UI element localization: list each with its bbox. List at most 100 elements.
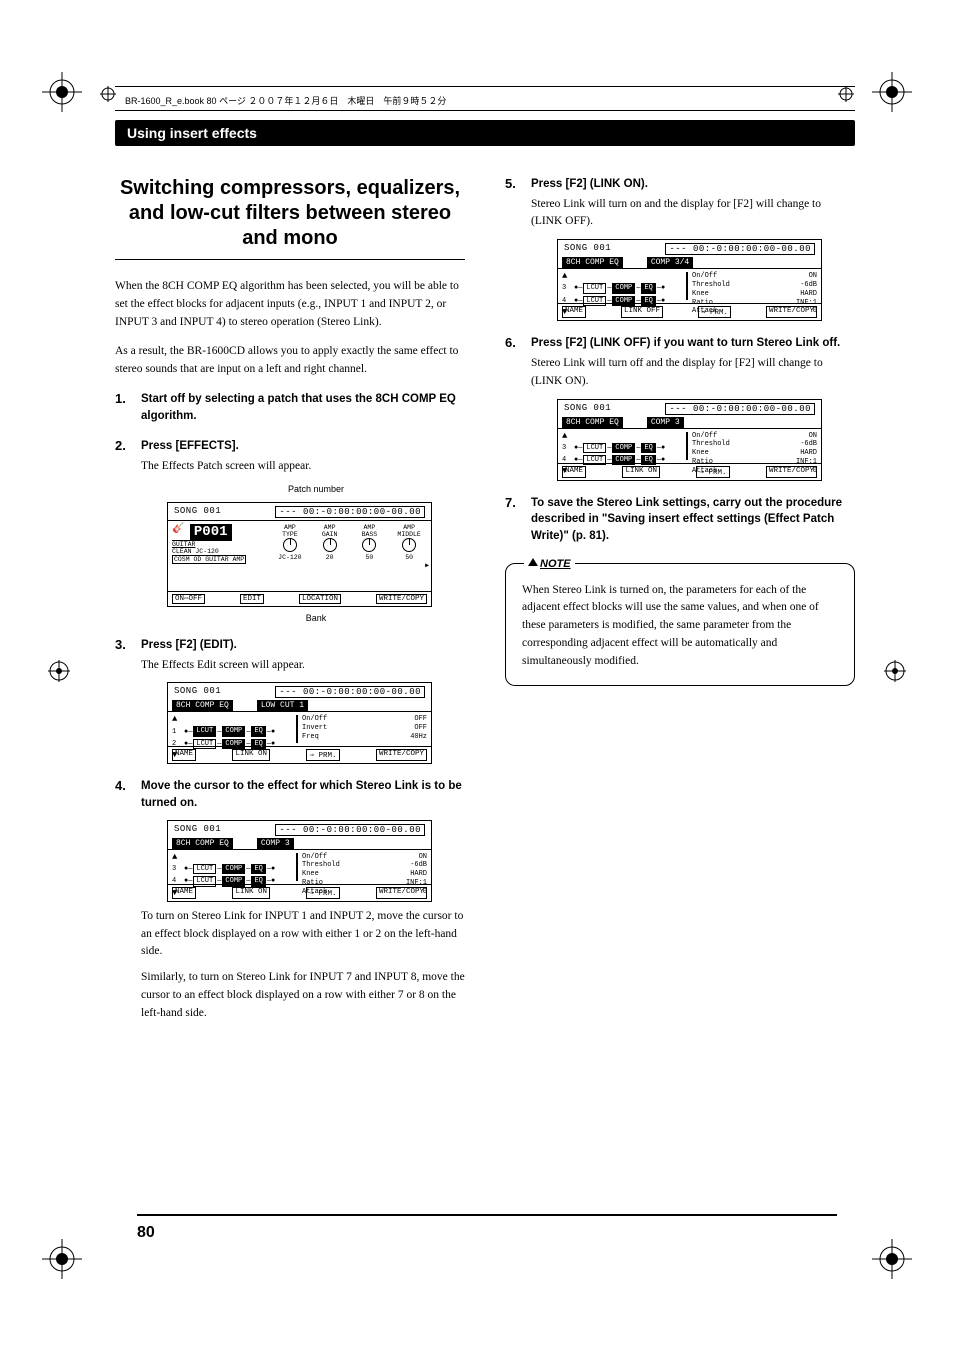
- param-value: ON: [809, 272, 817, 281]
- left-column: Switching compressors, equalizers, and l…: [115, 176, 465, 1037]
- block-comp: COMP: [222, 726, 245, 736]
- step-2: Press [EFFECTS]. The Effects Patch scree…: [115, 438, 465, 622]
- screen-song: SONG 001: [174, 506, 221, 518]
- param-label: Threshold: [692, 281, 730, 290]
- block-eq: EQ: [251, 876, 265, 886]
- param-value: ON: [809, 432, 817, 441]
- block-comp: COMP: [612, 455, 635, 465]
- btn-write: WRITE/COPY: [376, 749, 427, 761]
- patch-cosm: COSM OD GUITAR AMP: [172, 555, 246, 564]
- param-label: On/Off: [302, 853, 327, 862]
- block-lcut: LCUT: [583, 443, 606, 453]
- param-value: -6dB: [800, 281, 817, 290]
- section-header: Using insert effects: [115, 120, 855, 146]
- amp-type-label: AMP TYPE: [272, 524, 308, 538]
- row-num: 2: [172, 740, 184, 748]
- row-num: 4: [562, 456, 574, 464]
- amp-bass-label: AMP BASS: [352, 524, 388, 538]
- screen-step6: SONG 001 --- 00:-0:00:00:00-00.00 8CH CO…: [557, 399, 822, 481]
- block-lcut: LCUT: [193, 864, 216, 874]
- patch-number-value: P001: [190, 524, 232, 541]
- knob-icon: [362, 538, 376, 552]
- block-comp: COMP: [612, 283, 635, 293]
- param-label: Attack: [692, 467, 717, 476]
- block-lcut: LCUT: [583, 455, 606, 465]
- block-lcut: LCUT: [583, 296, 606, 306]
- param-label: Ratio: [692, 458, 713, 467]
- screen-sub: LOW CUT 1: [257, 700, 308, 711]
- step-6-body: Stereo Link will turn off and the displa…: [531, 355, 855, 391]
- param-value: INF:1: [406, 879, 427, 888]
- block-comp: COMP: [612, 296, 635, 306]
- step-2-head: Press [EFFECTS].: [141, 438, 465, 455]
- step-4: Move the cursor to the effect for which …: [115, 778, 465, 1022]
- block-eq: EQ: [251, 864, 265, 874]
- amp-bass-val: 50: [352, 554, 388, 561]
- param-label: Attack: [302, 888, 327, 897]
- param-value: INF:1: [796, 458, 817, 467]
- screen-effects-patch: SONG 001 --- 00:-0:00:00:00-00.00 🎸 P001…: [167, 502, 432, 607]
- block-lcut: LCUT: [193, 739, 216, 749]
- param-value: 0: [423, 888, 427, 897]
- crop-mark-tl: [42, 72, 82, 112]
- param-value: 0: [813, 307, 817, 316]
- block-eq: EQ: [641, 443, 655, 453]
- step-3-head: Press [F2] (EDIT).: [141, 637, 465, 654]
- param-label: Knee: [302, 870, 319, 879]
- screen-song: SONG 001: [564, 243, 611, 255]
- note-box: NOTE When Stereo Link is turned on, the …: [505, 563, 855, 686]
- step-3-body: The Effects Edit screen will appear.: [141, 657, 465, 675]
- btn-onoff: ON⇔OFF: [172, 594, 205, 604]
- screen-step5: SONG 001 --- 00:-0:00:00:00-00.00 8CH CO…: [557, 239, 822, 321]
- param-label: On/Off: [692, 432, 717, 441]
- step-5: Press [F2] (LINK ON). Stereo Link will t…: [505, 176, 855, 321]
- row-num: 1: [172, 728, 184, 736]
- row-num: 3: [562, 444, 574, 452]
- step-5-head: Press [F2] (LINK ON).: [531, 176, 855, 193]
- step-6: Press [F2] (LINK OFF) if you want to tur…: [505, 335, 855, 480]
- amp-middle-label: AMP MIDDLE: [391, 524, 427, 538]
- step-5-body: Stereo Link will turn on and the display…: [531, 196, 855, 232]
- row-num: 4: [562, 297, 574, 305]
- param-value: 40Hz: [410, 733, 427, 742]
- knob-icon: [323, 538, 337, 552]
- crop-mark-br: [872, 1239, 912, 1279]
- crop-mark-tr: [872, 72, 912, 112]
- knob-icon: [402, 538, 416, 552]
- screen-sub: COMP 3: [257, 838, 294, 849]
- btn-edit: EDIT: [240, 594, 264, 604]
- param-label: On/Off: [692, 272, 717, 281]
- row-num: 3: [562, 284, 574, 292]
- param-label: Ratio: [692, 299, 713, 308]
- screen-time: --- 00:-0:00:00:00-00.00: [275, 686, 425, 698]
- intro-p2: As a result, the BR-1600CD allows you to…: [115, 343, 465, 379]
- screen-time: --- 00:-0:00:00:00-00.00: [665, 243, 815, 255]
- screen-effects-edit: SONG 001 --- 00:-0:00:00:00-00.00 8CH CO…: [167, 682, 432, 764]
- block-eq: EQ: [641, 455, 655, 465]
- note-text: When Stereo Link is turned on, the param…: [522, 584, 819, 667]
- guitar-icon: 🎸: [172, 524, 186, 535]
- registration-mark-left: [48, 660, 70, 682]
- param-value: 0: [813, 467, 817, 476]
- screen-sub: COMP 3/4: [647, 257, 693, 268]
- param-label: Attack: [692, 307, 717, 316]
- screen-algo: 8CH COMP EQ: [172, 838, 233, 849]
- page-number: 80: [137, 1224, 155, 1242]
- block-comp: COMP: [612, 443, 635, 453]
- knob-icon: [283, 538, 297, 552]
- param-value: HARD: [410, 870, 427, 879]
- screen-time: --- 00:-0:00:00:00-00.00: [275, 506, 425, 518]
- btn-location: LOCATION: [299, 594, 341, 604]
- right-column: Press [F2] (LINK ON). Stereo Link will t…: [505, 176, 855, 1037]
- step-2-body: The Effects Patch screen will appear.: [141, 458, 465, 476]
- crop-mark-bl: [42, 1239, 82, 1279]
- step-4-head: Move the cursor to the effect for which …: [141, 778, 465, 811]
- patch-guitar: GUITAR: [172, 541, 195, 548]
- screen-song: SONG 001: [174, 824, 221, 836]
- param-value: -6dB: [410, 861, 427, 870]
- row-num: 4: [172, 877, 184, 885]
- caption-bank: Bank: [167, 613, 465, 623]
- step-7-head: To save the Stereo Link settings, carry …: [531, 495, 855, 545]
- param-value: OFF: [414, 724, 427, 733]
- step-4-after1: To turn on Stereo Link for INPUT 1 and I…: [141, 908, 465, 961]
